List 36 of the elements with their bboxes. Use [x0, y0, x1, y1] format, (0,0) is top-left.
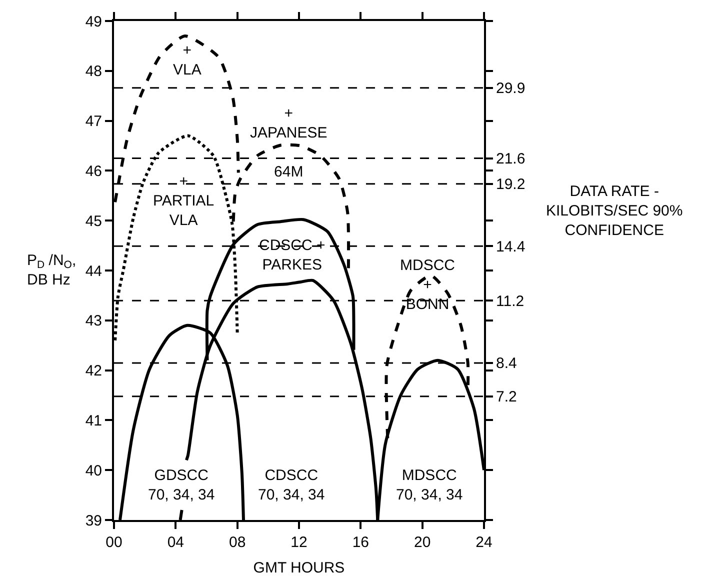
x-tick-label: 24: [476, 534, 492, 551]
y-tick-label: 46: [85, 162, 102, 180]
y2-tick-label: 7.2: [496, 388, 517, 406]
annotation: MDSCC 70, 34, 34: [396, 467, 463, 504]
y2-tick-label: 11.2: [496, 292, 524, 310]
annotation: CDSCC + PARKES: [259, 237, 326, 274]
x-tick-label: 08: [228, 534, 246, 551]
y2-tick-label: 21.6: [496, 150, 526, 168]
annotation: + PARTIAL VLA: [153, 173, 214, 229]
y2-tick-label: 29.9: [496, 80, 526, 98]
y-tick-label: 47: [85, 113, 102, 130]
y2-tick-label: 19.2: [496, 176, 526, 194]
annotation: CDSCC 70, 34, 34: [258, 467, 325, 504]
y-tick-label: 48: [85, 63, 102, 80]
y-tick-label: 39: [85, 512, 102, 530]
annotation: MDSCC + BONN: [400, 257, 456, 313]
text: + JAPANESE 64M: [250, 105, 328, 180]
x-tick-label: 16: [352, 534, 370, 551]
y-tick-label: 45: [85, 212, 102, 230]
y2-tick-label: 14.4: [496, 238, 526, 256]
y-tick-label: 44: [85, 262, 102, 280]
y2-tick-label: 8.4: [496, 355, 517, 372]
y-tick-label: 40: [85, 462, 102, 480]
y-axis-title: P$_{D}$ /N$_{O}$, DB Hz: [27, 252, 76, 288]
annotation: + VLA: [173, 42, 202, 78]
y-tick-label: 41: [85, 412, 102, 430]
x-tick-label: 00: [106, 534, 122, 551]
x-tick-label: 12: [290, 534, 308, 551]
y-tick-label: 43: [85, 312, 102, 330]
x-tick-label: 20: [414, 534, 431, 551]
y-tick-label: 49: [85, 13, 102, 30]
x-axis-title: GMT HOURS: [253, 560, 345, 576]
y-tick-label: 42: [85, 362, 102, 380]
text: DATA RATE - KILOBITS/SEC 90% CONFIDENCE: [546, 183, 683, 239]
x-tick-label: 04: [167, 534, 184, 551]
annotation: GDSCC 70, 34, 34: [148, 467, 215, 504]
